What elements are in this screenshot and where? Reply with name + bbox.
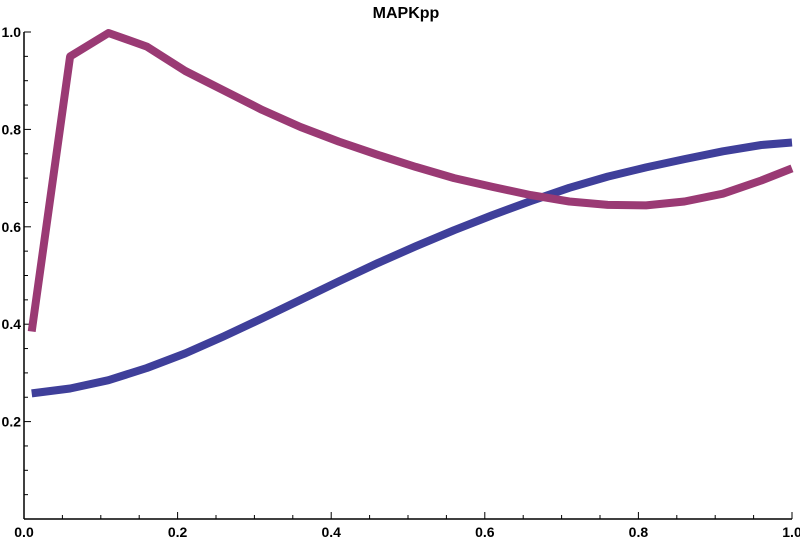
- y-tick-label: 0.8: [2, 121, 22, 137]
- x-tick-label: 0.0: [14, 524, 34, 540]
- y-tick-label: 0.6: [2, 219, 22, 235]
- x-tick-label: 1.0: [782, 524, 800, 540]
- y-tick-label: 0.4: [2, 316, 22, 332]
- x-tick-label: 0.6: [475, 524, 495, 540]
- chart-title: MAPKpp: [373, 5, 440, 22]
- y-tick-label: 0.2: [2, 414, 22, 430]
- x-tick-label: 0.2: [168, 524, 188, 540]
- axes: 0.0 0.2 0.4 0.6 0.8 1.0 0.2 0.4 0.6 0.8 1.0: [2, 24, 800, 540]
- x-tick-label: 0.8: [629, 524, 649, 540]
- y-tick-label: 1.0: [2, 24, 22, 40]
- x-tick-label: 0.4: [321, 524, 341, 540]
- series-line-2: [27, 29, 794, 333]
- series-layer: [27, 29, 794, 398]
- series-line-1: [31, 138, 793, 398]
